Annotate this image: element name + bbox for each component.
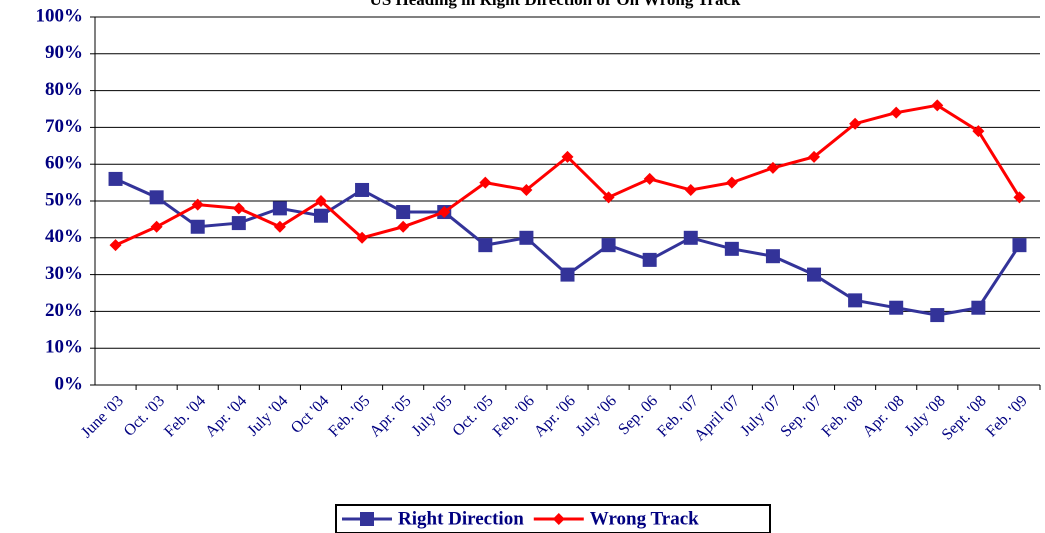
marker — [561, 150, 574, 163]
marker — [848, 293, 863, 308]
marker — [683, 230, 698, 245]
x-tick-label: Apr. '06 — [531, 392, 579, 440]
marker — [766, 161, 779, 174]
series-line — [114, 177, 1021, 317]
marker — [1013, 191, 1026, 204]
legend: Right Direction Wrong Track — [335, 504, 771, 533]
marker — [356, 231, 369, 244]
x-tick-label: Feb. '05 — [325, 392, 373, 440]
marker — [560, 267, 575, 282]
marker — [231, 216, 246, 231]
x-tick-label: Feb. '06 — [490, 392, 538, 440]
marker — [273, 220, 286, 233]
x-tick-label: Apr. '08 — [860, 392, 908, 440]
marker — [930, 308, 945, 323]
y-tick-label: 80% — [45, 79, 83, 100]
marker — [602, 191, 615, 204]
legend-label: Right Direction — [398, 508, 524, 529]
y-tick-label: 60% — [45, 153, 83, 174]
marker — [808, 150, 821, 163]
marker — [807, 267, 822, 282]
marker — [479, 176, 492, 189]
y-tick-label: 50% — [45, 189, 83, 210]
x-tick-label: July '06 — [573, 392, 620, 439]
x-tick-label: Sept. '08 — [939, 392, 990, 443]
y-tick-label: 70% — [45, 116, 83, 137]
marker — [314, 195, 327, 207]
y-tick-label: 100% — [36, 5, 84, 26]
marker — [109, 239, 122, 252]
y-tick-label: 30% — [45, 263, 83, 284]
marker — [889, 300, 904, 315]
x-tick-label: July '05 — [409, 392, 456, 439]
marker — [849, 117, 862, 130]
marker — [642, 252, 657, 267]
marker — [150, 220, 163, 233]
series-line — [114, 103, 1021, 247]
x-tick-label: Feb. '08 — [819, 392, 867, 440]
marker — [1012, 238, 1027, 253]
marker — [972, 125, 985, 138]
marker — [552, 513, 565, 525]
marker — [478, 238, 493, 253]
y-tick-label: 0% — [55, 373, 84, 394]
y-tick-label: 20% — [45, 300, 83, 321]
marker — [520, 183, 533, 196]
marker — [360, 512, 374, 526]
marker — [890, 106, 903, 119]
x-tick-label: Sep. 06 — [615, 392, 661, 438]
x-tick-label: April '07 — [691, 392, 743, 444]
x-tick-label: July '04 — [244, 392, 291, 439]
x-tick-label: July '07 — [737, 392, 784, 439]
marker — [643, 172, 656, 185]
x-tick-label: Apr. '04 — [202, 392, 250, 440]
marker — [725, 176, 738, 189]
y-tick-label: 40% — [45, 226, 83, 247]
marker — [232, 202, 245, 215]
x-tick-label: Sep. '07 — [777, 392, 825, 440]
x-tick-label: Oct '04 — [288, 392, 333, 437]
marker — [191, 198, 204, 211]
x-tick-label: Oct. '03 — [121, 392, 168, 439]
marker — [438, 206, 451, 219]
x-tick-label: Oct. '05 — [449, 392, 496, 439]
y-tick-label: 90% — [45, 42, 83, 63]
marker — [724, 241, 739, 256]
chart-title: US Heading in Right Direction or On Wron… — [370, 0, 741, 9]
marker — [601, 238, 616, 253]
x-tick-label: Feb. '09 — [983, 392, 1031, 440]
marker — [272, 201, 287, 216]
legend-label: Wrong Track — [590, 508, 699, 529]
marker — [971, 300, 986, 315]
x-tick-label: Apr. '05 — [367, 392, 415, 440]
marker — [931, 99, 944, 112]
x-tick-label: June '03 — [78, 392, 127, 441]
marker — [108, 171, 123, 186]
marker — [149, 190, 164, 205]
marker — [355, 182, 370, 197]
marker — [684, 183, 697, 196]
x-tick-label: Feb. '04 — [161, 392, 209, 440]
y-tick-label: 10% — [45, 337, 83, 358]
marker — [190, 219, 205, 234]
marker — [396, 205, 411, 220]
marker — [313, 208, 328, 223]
marker — [519, 230, 534, 245]
marker — [765, 249, 780, 264]
marker — [397, 220, 410, 233]
